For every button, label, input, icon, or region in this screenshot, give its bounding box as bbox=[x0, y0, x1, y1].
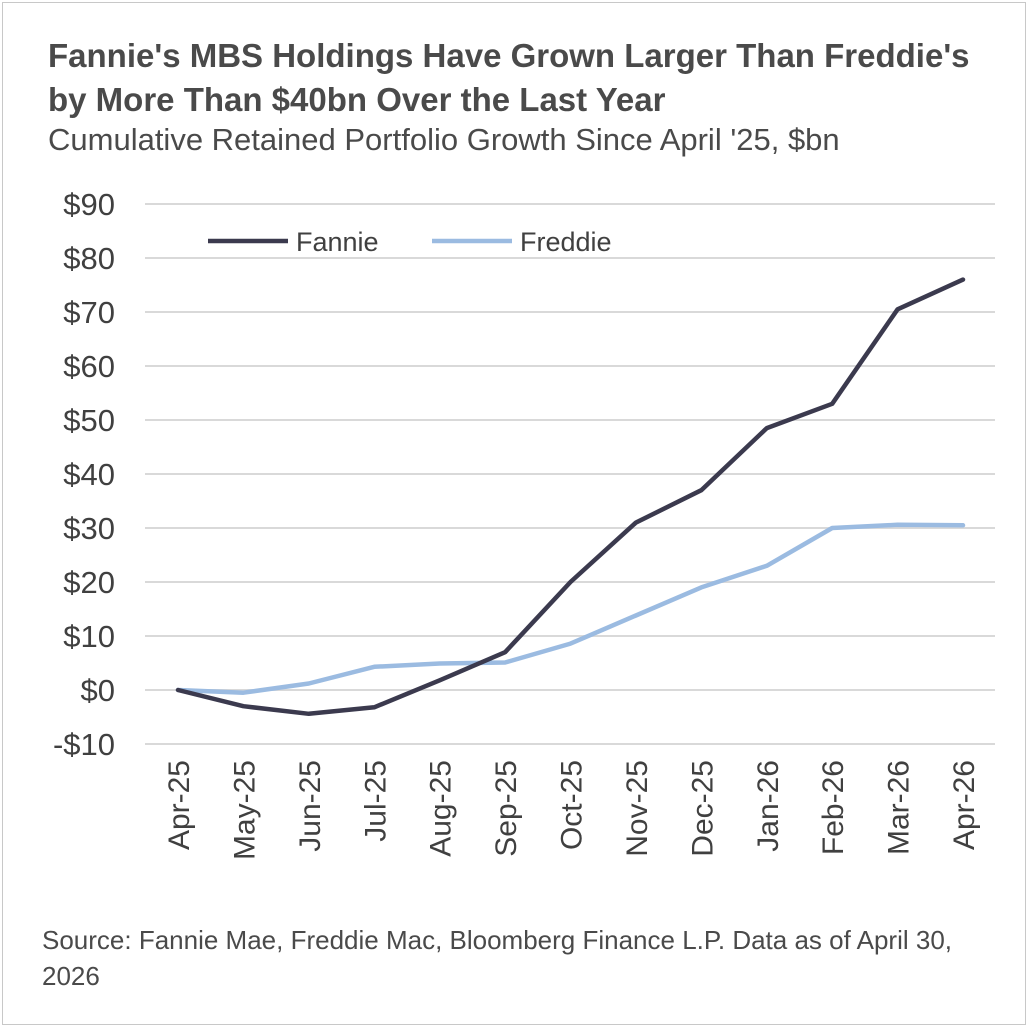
y-axis: $90 $80 $70 $60 $50 $40 $30 $20 $10 $0 -$10 bbox=[53, 187, 115, 762]
source-note: Source: Fannie Mae, Freddie Mac, Bloombe… bbox=[42, 925, 952, 991]
x-tick-label: Dec-25 bbox=[686, 760, 719, 857]
legend: Fannie Freddie bbox=[208, 227, 612, 257]
y-tick-label: $50 bbox=[63, 403, 115, 438]
series-lines bbox=[175, 277, 966, 717]
x-tick-label: Feb-26 bbox=[817, 760, 850, 855]
legend-label-freddie: Freddie bbox=[520, 227, 612, 257]
x-tick-label: Sep-25 bbox=[490, 760, 523, 857]
x-tick-label: Jun-25 bbox=[294, 760, 327, 852]
series-line-freddie bbox=[175, 522, 966, 695]
x-tick-label: Nov-25 bbox=[621, 760, 654, 857]
x-tick-label: May-25 bbox=[228, 760, 261, 860]
y-tick-label: $90 bbox=[63, 187, 115, 222]
y-tick-label: $80 bbox=[63, 241, 115, 276]
y-tick-label: $60 bbox=[63, 349, 115, 384]
y-tick-label: -$10 bbox=[53, 727, 115, 762]
y-tick-label: $0 bbox=[81, 673, 115, 708]
series-line-fannie bbox=[175, 277, 966, 717]
x-tick-label: Oct-25 bbox=[556, 760, 589, 850]
x-tick-label: Apr-25 bbox=[163, 760, 196, 850]
x-tick-label: Jul-25 bbox=[359, 760, 392, 842]
x-tick-label: Mar-26 bbox=[883, 760, 916, 855]
y-tick-label: $10 bbox=[63, 619, 115, 654]
x-tick-label: Apr-26 bbox=[948, 760, 981, 850]
y-tick-label: $70 bbox=[63, 295, 115, 330]
y-tick-label: $40 bbox=[63, 457, 115, 492]
y-tick-label: $30 bbox=[63, 511, 115, 546]
x-tick-label: Aug-25 bbox=[425, 760, 458, 857]
legend-label-fannie: Fannie bbox=[296, 227, 379, 257]
chart-subtitle: Cumulative Retained Portfolio Growth Sin… bbox=[48, 122, 840, 157]
chart-title: Fannie's MBS Holdings Have Grown Larger … bbox=[48, 37, 970, 118]
x-tick-label: Jan-26 bbox=[752, 760, 785, 852]
x-axis: Apr-25 May-25 Jun-25 Jul-25 Aug-25 Sep-25 Oct-… bbox=[163, 760, 981, 860]
y-tick-label: $20 bbox=[63, 565, 115, 600]
gridlines bbox=[145, 203, 995, 745]
